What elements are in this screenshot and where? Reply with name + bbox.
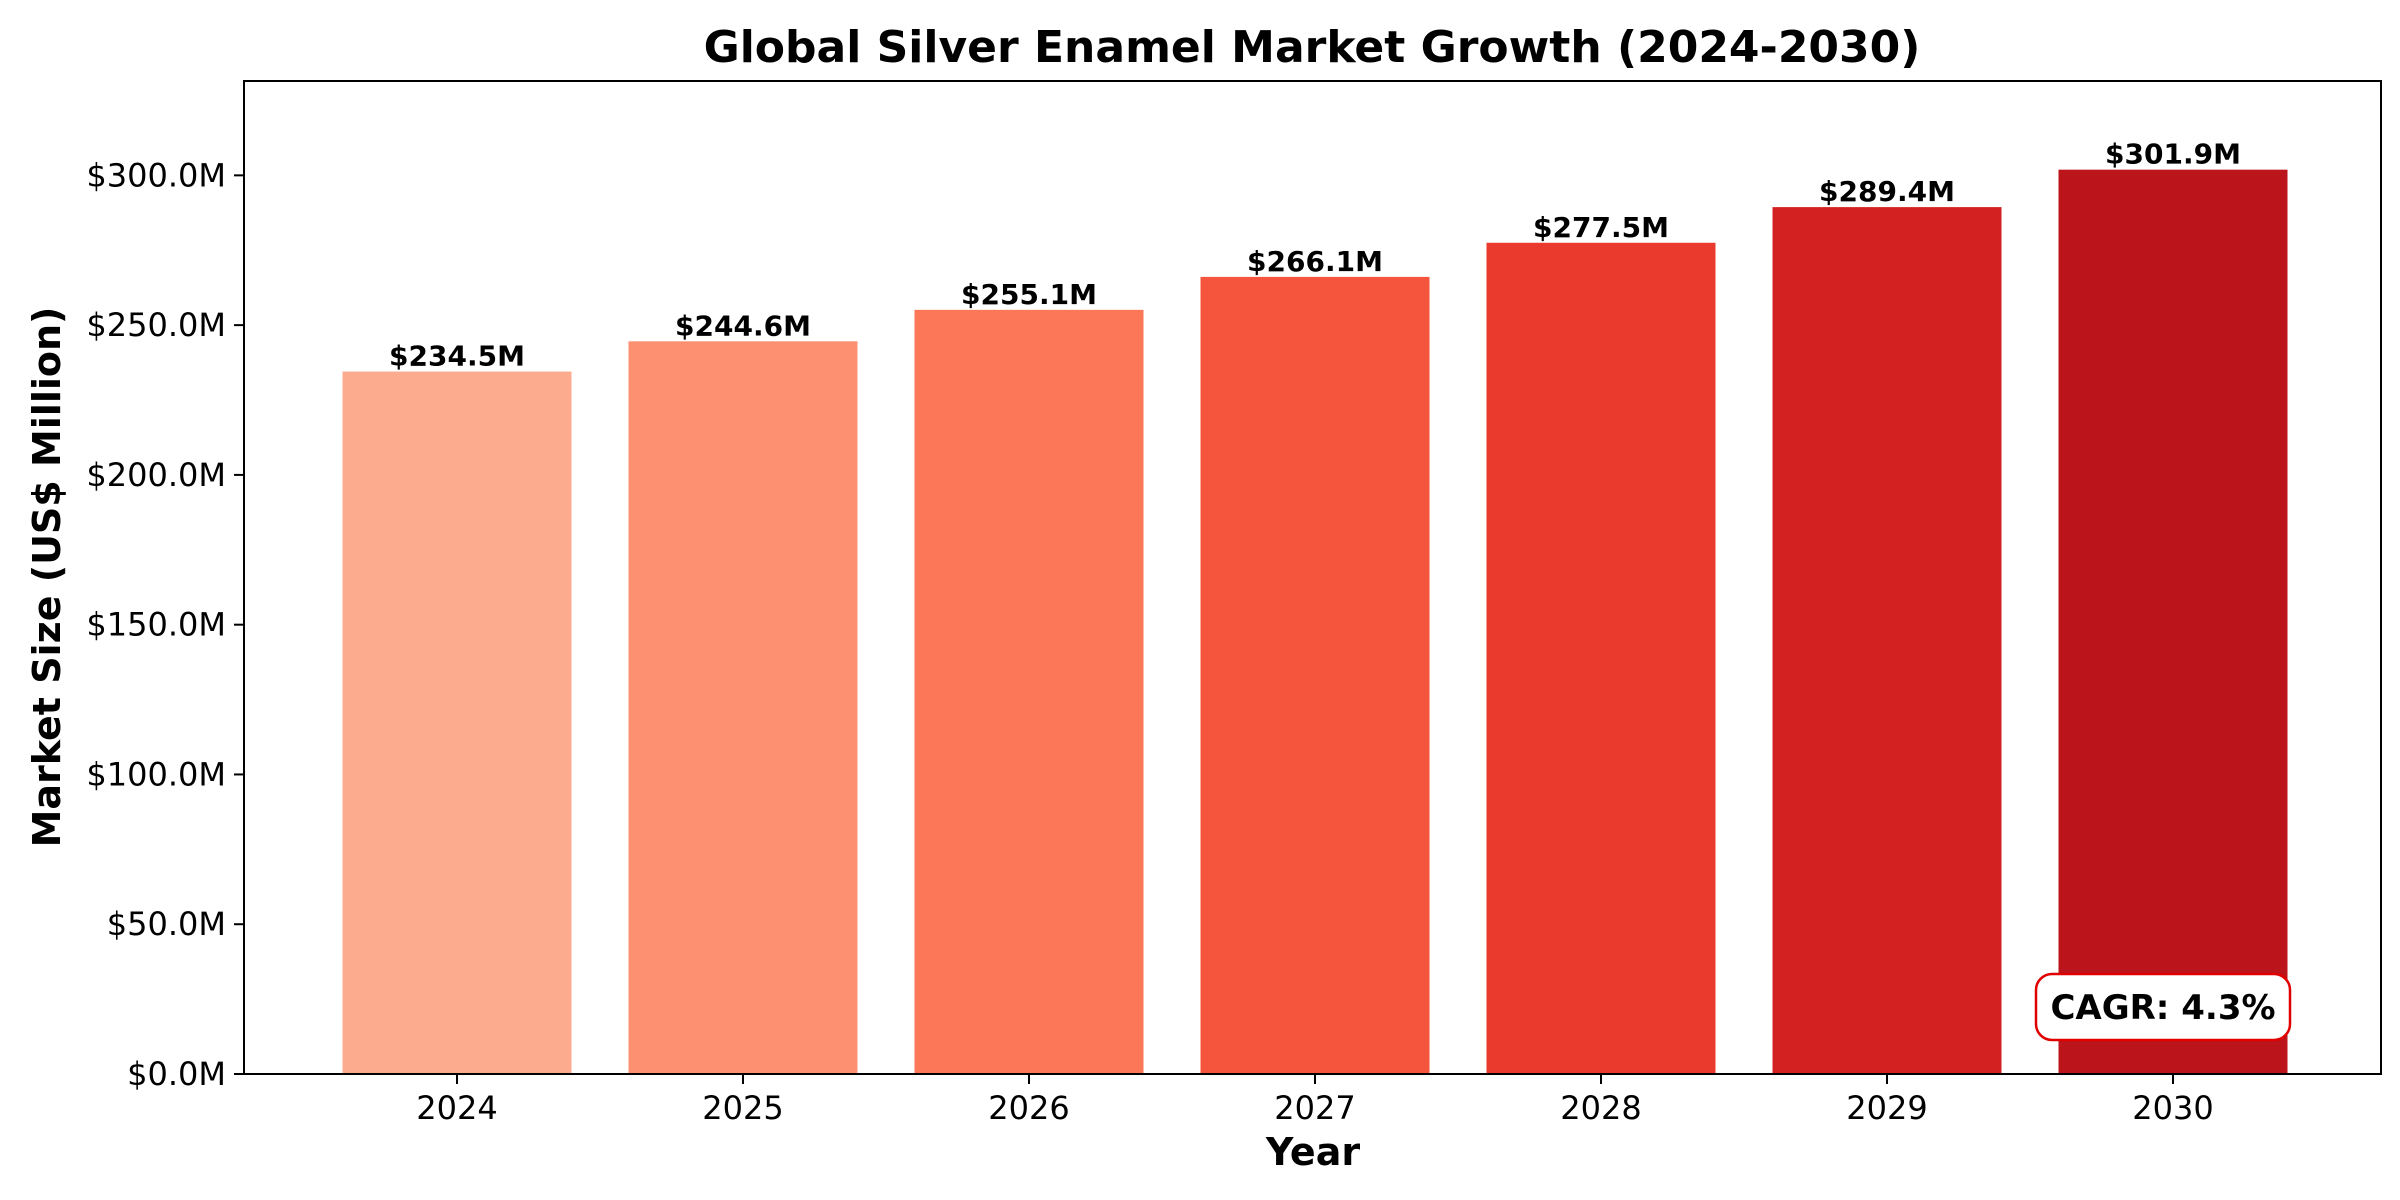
data-label-2026: $255.1M — [961, 278, 1097, 311]
data-label-2029: $289.4M — [1819, 175, 1955, 208]
x-tick-label: 2027 — [1274, 1089, 1355, 1127]
y-axis-label: Market Size (US$ Million) — [25, 307, 69, 848]
bar-2026 — [914, 309, 1144, 1074]
cagr-label: CAGR: 4.3% — [2050, 988, 2275, 1028]
bars-layer — [342, 169, 2288, 1075]
bar-2029 — [1772, 207, 2002, 1074]
x-tick-label: 2025 — [702, 1089, 783, 1127]
plot-frame — [243, 80, 2382, 1075]
x-tick-label: 2026 — [988, 1089, 1069, 1127]
bar-2025 — [628, 341, 858, 1075]
cagr-box — [2034, 972, 2292, 1042]
y-tick-label: $0.0M — [127, 1055, 226, 1093]
data-label-2025: $244.6M — [675, 309, 811, 342]
x-tick-label: 2029 — [1846, 1089, 1927, 1127]
data-label-2028: $277.5M — [1533, 211, 1669, 244]
x-tick-label: 2028 — [1560, 1089, 1641, 1127]
y-tick-label: $200.0M — [86, 456, 226, 494]
bar-2024 — [342, 371, 572, 1074]
x-axis-label: Year — [1265, 1130, 1360, 1174]
ticks-layer: 2024 2025 2026 2027 2028 2029 2030 $0.0M $50.0M $… — [86, 156, 2213, 1127]
data-label-2024: $234.5M — [389, 340, 525, 373]
y-tick-label: $100.0M — [86, 755, 226, 793]
bar-2027 — [1200, 276, 1430, 1075]
cagr-annotation: CAGR: 4.3% — [2034, 972, 2292, 1042]
x-tick-label: 2030 — [2132, 1089, 2213, 1127]
y-tick-label: $50.0M — [107, 905, 226, 943]
y-tick-label: $150.0M — [86, 606, 226, 644]
bar-2030 — [2058, 169, 2288, 1074]
x-tick-label: 2024 — [416, 1089, 497, 1127]
data-label-2027: $266.1M — [1247, 245, 1383, 278]
chart-title: Global Silver Enamel Market Growth (2024… — [704, 22, 1921, 73]
y-tick-label: $250.0M — [86, 306, 226, 344]
y-tick-label: $300.0M — [86, 156, 226, 194]
data-labels-layer: $234.5M $244.6M $255.1M $266.1M $277.5M $289.… — [389, 138, 2241, 373]
data-label-2030: $301.9M — [2105, 138, 2241, 171]
bar-2028 — [1486, 242, 1716, 1074]
